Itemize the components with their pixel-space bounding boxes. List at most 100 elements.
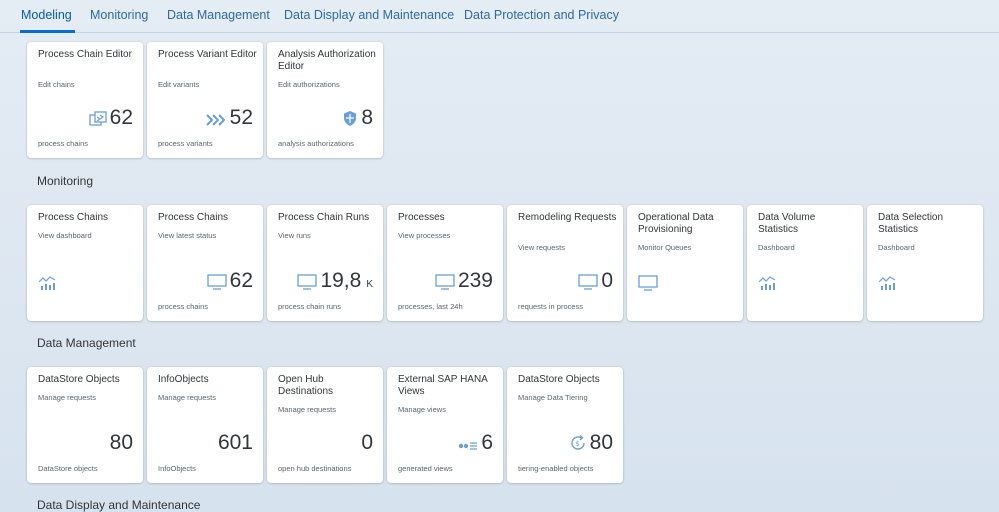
kpi: 239 xyxy=(435,267,493,293)
tile-subtitle: Edit chains xyxy=(38,80,75,89)
tab-data-display-maintenance[interactable]: Data Display and Maintenance xyxy=(284,8,455,22)
tile-process-variant-editor[interactable]: Process Variant Editor Edit variants 52 … xyxy=(147,42,263,158)
tile-footer: process chains xyxy=(38,139,89,148)
tile-data-selection-statistics[interactable]: Data Selection Statistics Dashboard xyxy=(867,205,983,321)
kpi-value: 0 xyxy=(361,431,373,454)
kpi: $ 80 xyxy=(569,429,613,455)
tile-operational-data-provisioning[interactable]: Operational Data Provisioning Monitor Qu… xyxy=(627,205,743,321)
tile-title: Process Variant Editor xyxy=(158,49,257,60)
section-title-data-display-maintenance: Data Display and Maintenance xyxy=(37,498,201,512)
kpi-value: 239 xyxy=(457,269,493,292)
tile-footer: process chains xyxy=(158,302,209,311)
kpi: 80 xyxy=(110,429,133,455)
kpi: 0 xyxy=(361,429,373,455)
tile-processes[interactable]: Processes View processes 239 processes, … xyxy=(387,205,503,321)
tile-subtitle: Edit variants xyxy=(158,80,200,89)
line-chart-icon xyxy=(758,275,776,296)
tile-subtitle: View dashboard xyxy=(38,231,92,240)
kpi: 0 xyxy=(578,267,613,293)
tile-analysis-authorization-editor[interactable]: Analysis Authorization Editor Edit autho… xyxy=(267,42,383,158)
tile-title: DataStore Objects xyxy=(518,374,600,385)
tile-subtitle: View latest status xyxy=(158,231,217,240)
kpi: 52 xyxy=(205,104,253,130)
tile-remodeling-requests[interactable]: Remodeling Requests View requests 0 requ… xyxy=(507,205,623,321)
tile-footer: requests in process xyxy=(518,302,584,311)
tile-title: Processes xyxy=(398,212,445,223)
tile-footer: DataStore objects xyxy=(38,464,98,473)
kpi-value: 19,8 xyxy=(320,269,362,292)
monitor-icon xyxy=(206,274,227,290)
shield-icon xyxy=(342,110,358,127)
tile-footer: InfoObjects xyxy=(158,464,196,473)
kpi: 62 xyxy=(88,104,133,130)
tile-title: Data Volume Statistics xyxy=(758,212,816,235)
tab-data-protection-privacy[interactable]: Data Protection and Privacy xyxy=(464,8,619,22)
kpi: 62 xyxy=(206,267,253,293)
svg-text:$: $ xyxy=(575,440,579,448)
tile-subtitle: Manage requests xyxy=(158,393,216,402)
tile-subtitle: View runs xyxy=(278,231,311,240)
tile-title: Data Selection Statistics xyxy=(878,212,944,235)
hana-views-icon xyxy=(458,440,478,452)
kpi-value: 62 xyxy=(109,106,133,129)
tile-subtitle: Manage requests xyxy=(278,405,336,414)
tile-data-volume-statistics[interactable]: Data Volume Statistics Dashboard xyxy=(747,205,863,321)
kpi-value: 52 xyxy=(229,106,253,129)
tile-process-chain-runs[interactable]: Process Chain Runs View runs 19,8 K proc… xyxy=(267,205,383,321)
tile-subtitle: Edit authorizations xyxy=(278,80,340,89)
tile-footer: process variants xyxy=(158,139,213,148)
tab-data-management[interactable]: Data Management xyxy=(167,8,270,22)
monitor-icon xyxy=(435,274,455,290)
kpi-value: 601 xyxy=(217,431,253,454)
line-chart-icon xyxy=(38,275,56,296)
process-chain-icon xyxy=(88,111,107,127)
tile-subtitle: View requests xyxy=(518,243,565,252)
tile-process-chain-editor[interactable]: Process Chain Editor Edit chains 62 proc… xyxy=(27,42,143,158)
kpi-scale: K xyxy=(366,279,373,290)
tile-open-hub-destinations[interactable]: Open Hub Destinations Manage requests 0 … xyxy=(267,367,383,483)
kpi-value: 6 xyxy=(481,431,493,454)
monitor-icon xyxy=(297,274,318,290)
tile-subtitle: Dashboard xyxy=(878,243,915,252)
tile-process-chains-status[interactable]: Process Chains View latest status 62 pro… xyxy=(147,205,263,321)
kpi: 6 xyxy=(458,429,493,455)
tile-title: Analysis Authorization Editor xyxy=(278,49,376,72)
tile-title: DataStore Objects xyxy=(38,374,120,385)
kpi: 601 xyxy=(218,429,253,455)
chevrons-icon xyxy=(205,113,227,127)
tile-footer: processes, last 24h xyxy=(398,302,463,311)
tile-footer: analysis authorizations xyxy=(278,139,354,148)
tile-title: External SAP HANA Views xyxy=(398,374,488,397)
tile-footer: generated views xyxy=(398,464,453,473)
tile-title: Process Chain Runs xyxy=(278,212,370,223)
tile-title: Process Chains xyxy=(158,212,229,223)
tile-process-chains-dashboard[interactable]: Process Chains View dashboard xyxy=(27,205,143,321)
kpi-value: 62 xyxy=(229,269,253,292)
line-chart-icon xyxy=(878,275,896,296)
kpi-value: 8 xyxy=(361,106,373,129)
tile-title: Process Chain Editor xyxy=(38,49,132,60)
kpi: 19,8 K xyxy=(297,267,373,293)
tile-footer: tiering-enabled objects xyxy=(518,464,594,473)
tile-external-sap-hana-views[interactable]: External SAP HANA Views Manage views 6 g… xyxy=(387,367,503,483)
tile-footer: process chain runs xyxy=(278,302,341,311)
tile-subtitle: View processes xyxy=(398,231,451,240)
tile-datastore-objects-tiering[interactable]: DataStore Objects Manage Data Tiering $ … xyxy=(507,367,623,483)
tab-monitoring[interactable]: Monitoring xyxy=(90,8,149,22)
kpi: 8 xyxy=(342,104,373,130)
tile-footer: open hub destinations xyxy=(278,464,352,473)
tile-subtitle: Dashboard xyxy=(758,243,795,252)
anchor-bar: Modeling Monitoring Data Management Data… xyxy=(0,0,999,33)
monitor-icon xyxy=(638,275,658,296)
monitor-icon xyxy=(578,274,598,290)
section-title-data-management: Data Management xyxy=(37,336,136,350)
tiering-icon: $ xyxy=(569,434,587,452)
kpi-value: 80 xyxy=(589,431,613,454)
tab-modeling[interactable]: Modeling xyxy=(21,8,72,22)
tile-title: InfoObjects xyxy=(158,374,209,385)
tile-title: Operational Data Provisioning xyxy=(638,212,714,235)
tile-infoobjects[interactable]: InfoObjects Manage requests 601 InfoObje… xyxy=(147,367,263,483)
tile-title: Open Hub Destinations xyxy=(278,374,334,397)
tile-datastore-objects-requests[interactable]: DataStore Objects Manage requests 80 Dat… xyxy=(27,367,143,483)
tile-subtitle: Monitor Queues xyxy=(638,243,692,252)
